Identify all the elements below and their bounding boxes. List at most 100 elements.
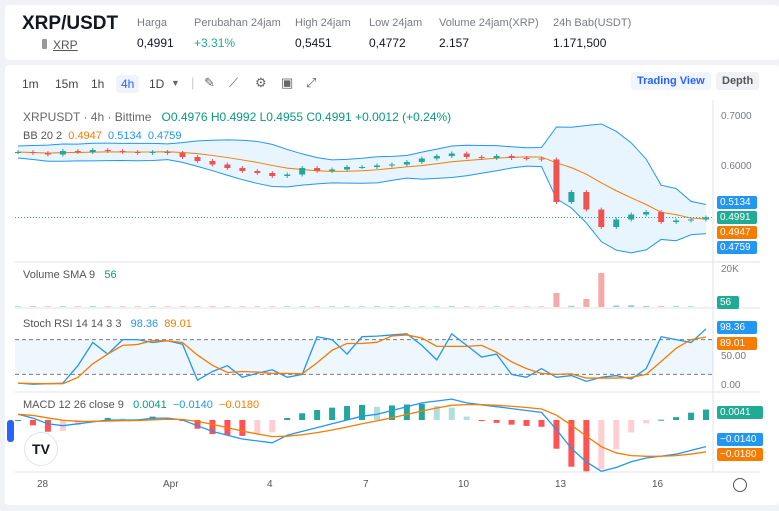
volume-bar	[373, 306, 380, 307]
candle-body	[44, 153, 51, 155]
stat-volume: Volume 24jam(XRP) 2.157	[439, 17, 539, 50]
chart-card: 1m 15m 1h 4h 1D ▼ | ✎ ⟋ ⚙ ▣ ⤢ Trading Vi…	[5, 65, 779, 505]
volume-bar	[74, 306, 81, 307]
tf-1m[interactable]: 1m	[22, 77, 39, 91]
volume-bar	[568, 305, 575, 307]
macd-hist-bar	[299, 413, 306, 420]
volume-bar	[643, 306, 650, 307]
volume-bar	[29, 306, 36, 307]
stoch-band	[15, 339, 713, 375]
candle-body	[299, 168, 306, 175]
volume-bar	[164, 306, 171, 307]
bb-upper-line	[17, 123, 707, 205]
macd-hist-bar	[538, 420, 545, 427]
volume-bar	[448, 306, 455, 307]
market-header: XRP/USDT XRP Harga 0,4991 Perubahan 24jam…	[5, 5, 779, 60]
candle-body	[239, 168, 246, 171]
time-label: 10	[458, 479, 470, 490]
save-icon[interactable]: ▣	[281, 75, 294, 90]
candle-body	[613, 219, 620, 227]
chevron-down-icon[interactable]: ▼	[171, 78, 180, 88]
volume-bar	[179, 306, 186, 307]
candle-body	[523, 158, 530, 159]
bb-lower-line	[17, 157, 707, 254]
depth-button[interactable]: Depth	[716, 72, 760, 90]
stoch-axis-label: 50.00	[721, 351, 747, 362]
candle-body	[359, 167, 365, 168]
tradingview-logo[interactable]: TV	[24, 432, 58, 466]
coin-link[interactable]: XRP	[53, 38, 78, 52]
volume-axis-label: 20K	[721, 264, 739, 275]
candle-body	[553, 159, 560, 202]
tf-4h[interactable]: 4h	[116, 75, 140, 93]
settings-icon[interactable]	[733, 478, 747, 492]
volume-legend: Volume SMA 9 56	[23, 269, 117, 281]
fullscreen-icon[interactable]: ⤢	[306, 75, 317, 90]
stat-quote-volume: 24h Bab(USDT) 1.171,500	[553, 17, 632, 50]
volume-bar	[254, 306, 261, 307]
pencil-icon[interactable]: ✎	[204, 75, 215, 90]
candle-body	[598, 209, 605, 227]
volume-tag: 56	[717, 296, 739, 309]
macd-hist-bar	[284, 417, 291, 420]
bb-basis-line	[17, 151, 707, 220]
macd-hist-bar	[583, 420, 590, 472]
macd-hist-bar	[448, 407, 455, 420]
tf-1h[interactable]: 1h	[91, 77, 105, 91]
macd-hist-bar	[433, 406, 440, 420]
candle-body	[583, 192, 590, 210]
volume-bar	[688, 306, 695, 307]
candle-body	[658, 212, 665, 222]
volume-bar	[59, 306, 66, 307]
candle-body	[179, 153, 186, 157]
bb-fill	[18, 123, 706, 253]
time-label: 7	[363, 479, 369, 490]
macd-legend: MACD 12 26 close 9 0.0041 −0.0140 −0.018…	[23, 399, 260, 411]
gear-icon[interactable]: ⚙	[255, 75, 267, 90]
time-label: 13	[555, 479, 567, 490]
volume-bar	[209, 306, 216, 307]
macd-hist-bar	[119, 418, 126, 420]
tf-1d[interactable]: 1D	[149, 77, 165, 91]
candle-body	[314, 168, 321, 171]
macd-hist-bar	[628, 420, 635, 433]
stat-low: Low 24jam 0,4772	[369, 17, 423, 50]
candle-body	[104, 150, 111, 151]
macd-hist-bar	[359, 404, 365, 420]
volume-bar	[194, 306, 201, 307]
divider: |	[191, 75, 195, 90]
volume-bar	[314, 306, 321, 307]
candle-body	[89, 150, 96, 152]
candle-body	[59, 151, 66, 155]
trading-view-button[interactable]: Trading View	[631, 72, 711, 90]
candle-body	[29, 152, 36, 153]
indicator-icon[interactable]: ⟋	[229, 75, 239, 90]
price-axis-label: 0.6000	[721, 161, 752, 172]
sidebar-toggle[interactable]	[7, 420, 14, 442]
volume-bar	[344, 306, 351, 307]
candle-body	[149, 152, 156, 153]
stoch-k-tag: 98.36	[717, 321, 757, 334]
stat-price: Harga 0,4991	[137, 17, 174, 50]
candle-body	[508, 156, 515, 158]
macd-hist-tag: 0.0041	[717, 406, 763, 419]
tf-15m[interactable]: 15m	[55, 77, 79, 91]
volume-bar	[239, 306, 246, 307]
signal-line	[17, 403, 707, 457]
candle-body	[433, 156, 440, 159]
stat-change: Perubahan 24jam +3.31%	[194, 17, 281, 50]
macd-hist-bar	[239, 420, 246, 436]
stat-high: High 24jam 0,5451	[295, 17, 351, 50]
macd-hist-bar	[254, 420, 261, 434]
candle-body	[418, 158, 425, 162]
candle-body	[673, 220, 680, 222]
macd-hist-bar	[658, 419, 665, 421]
macd-hist-bar	[329, 407, 336, 420]
price-axis-label: 0.7000	[721, 111, 752, 122]
macd-hist-bar	[344, 406, 351, 420]
candle-body	[134, 152, 141, 153]
volume-bar	[388, 306, 395, 307]
macd-hist-bar	[314, 409, 321, 420]
macd-hist-bar	[643, 420, 650, 424]
